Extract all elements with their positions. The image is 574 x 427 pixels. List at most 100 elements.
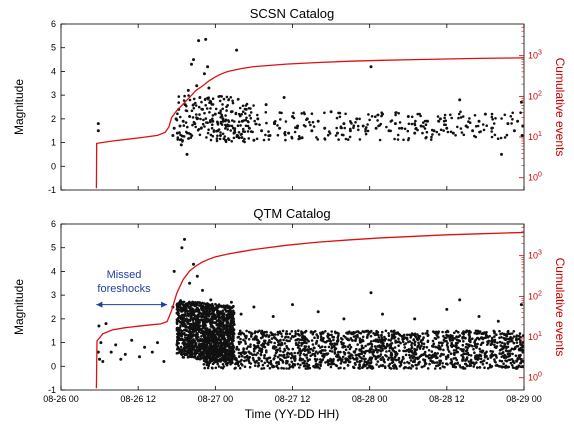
event-dot-dense [188, 318, 192, 322]
event-dot-dense [381, 341, 384, 345]
event-dot-dense [216, 134, 219, 138]
event-dot-dense [431, 133, 434, 136]
y2-tick-label: 102 [528, 290, 542, 301]
event-dot-dense [424, 332, 427, 335]
event-dot-dense [425, 346, 429, 349]
event-dot-dense [274, 333, 277, 336]
event-dot-dense [450, 360, 454, 363]
event-dot-dense [286, 360, 289, 363]
event-dot-dense [476, 358, 480, 361]
event-dot-dense [222, 335, 225, 339]
event-dot-dense [384, 329, 388, 333]
event-dot-dense [222, 365, 226, 368]
event-dot-dense [450, 341, 454, 345]
event-dot-dense [260, 343, 263, 347]
event-dot-dense [305, 356, 309, 359]
event-dot [96, 350, 100, 354]
event-dot-dense [338, 115, 342, 119]
event-dot-dense [487, 341, 490, 345]
event-dot-dense [187, 314, 190, 318]
event-dot-dense [479, 360, 483, 364]
event-dot-dense [223, 317, 226, 320]
event-dot-dense [182, 356, 186, 359]
event-dot-dense [454, 365, 458, 369]
event-dot-dense [436, 332, 440, 335]
event-dot-dense [211, 311, 214, 315]
event-dot-dense [392, 334, 396, 338]
event-dot-dense [511, 364, 514, 367]
event-dot-dense [424, 362, 428, 365]
event-dot-dense [208, 339, 212, 342]
event-dot-dense [459, 116, 463, 119]
event-dot-dense [490, 112, 494, 116]
event-dot-dense [225, 333, 229, 337]
event-dot-dense [445, 362, 449, 366]
event-dot-dense [467, 360, 471, 363]
event-dot-dense [284, 120, 288, 123]
event-dot-dense [437, 120, 441, 123]
event-dot-dense [398, 127, 401, 130]
event-dot-dense [391, 347, 395, 350]
event-dot-dense [208, 345, 212, 348]
event-dot-dense [303, 112, 306, 116]
event-dot-dense [329, 365, 333, 369]
event-dot-dense [443, 116, 446, 120]
event-dot-dense [278, 330, 282, 334]
event-dot-dense [416, 344, 420, 348]
event-dot-dense [430, 356, 434, 359]
y2-tick-exponent: 1 [538, 331, 542, 338]
event-dot-dense [246, 355, 249, 359]
event-dot-dense [251, 338, 255, 341]
event-dot [162, 360, 166, 363]
y-axis-label-qtm: Magnitude [12, 279, 26, 335]
event-dot-dense [252, 349, 256, 353]
event-dot-dense [498, 352, 502, 355]
event-dot-dense [282, 338, 285, 342]
event-dot-dense [402, 138, 405, 142]
event-dot-dense [498, 359, 502, 363]
event-dot-dense [316, 335, 320, 338]
event-dot-dense [202, 353, 205, 356]
event-dot-dense [242, 139, 245, 143]
event-dot-dense [377, 348, 380, 352]
event-dot-dense [479, 343, 483, 347]
event-dot-dense [378, 345, 381, 349]
event-dot-dense [374, 115, 377, 118]
event-dot-dense [335, 116, 339, 120]
event-dot-dense [183, 338, 187, 342]
event-dot-dense [337, 111, 340, 115]
event-dot-dense [201, 320, 205, 324]
event-dot-dense [232, 136, 236, 140]
event-dot-dense [510, 347, 514, 351]
event-dot-dense [240, 136, 244, 139]
event-dot-dense [198, 326, 201, 330]
event-dot-dense [274, 354, 277, 358]
event-dot-dense [493, 133, 497, 137]
event-dot-dense [177, 351, 180, 355]
event-dot [387, 129, 391, 133]
event-dot-dense [257, 356, 261, 360]
event-dot-dense [235, 345, 239, 349]
event-dot-dense [194, 101, 197, 105]
event-dot-dense [219, 111, 222, 115]
event-dot-dense [244, 342, 247, 345]
event-dot-dense [178, 321, 182, 324]
event-dot-dense [226, 318, 229, 321]
event-dot [471, 129, 475, 133]
event-dot-dense [356, 343, 360, 346]
annotation-line-2: foreshocks [97, 283, 151, 295]
event-dot-dense [402, 349, 405, 353]
event-dot-dense [233, 120, 236, 123]
event-dot-dense [216, 309, 219, 313]
event-dot-dense [231, 119, 234, 122]
event-dot-dense [350, 122, 353, 125]
event-dot-dense [493, 335, 496, 338]
event-dot-dense [218, 94, 222, 98]
event-dot-dense [507, 358, 510, 362]
event-dot-dense [449, 113, 452, 117]
event-dot-dense [224, 118, 228, 122]
event-dot [232, 131, 236, 135]
event-dot-dense [194, 325, 198, 328]
x-tick-label: 08-28 12 [429, 394, 465, 404]
